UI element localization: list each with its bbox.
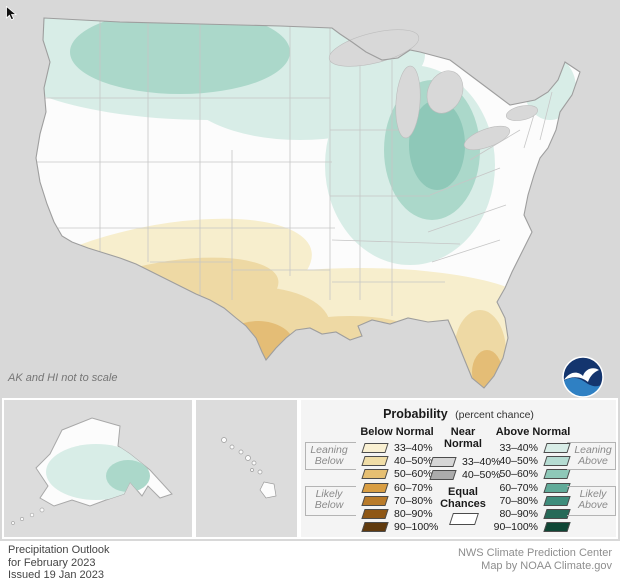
legend-leaning-below-label: Leaning Below — [310, 444, 348, 467]
legend-row-label: 33–40% — [462, 455, 501, 468]
legend-row-label: 90–100% — [493, 521, 538, 534]
legend-header-near-normal: Near Normal — [444, 426, 482, 450]
footer-issued-date: Issued 19 Jan 2023 — [8, 569, 105, 581]
legend-row-label: 33–40% — [499, 441, 538, 454]
legend-swatch — [429, 456, 457, 467]
legend-equal-chances-swatch — [449, 513, 479, 525]
footer-source: NWS Climate Prediction Center — [457, 547, 612, 559]
legend-row: 33–40% — [493, 441, 571, 454]
alaska-map — [11, 417, 173, 525]
legend-row-label: 60–70% — [394, 481, 433, 494]
legend-swatch — [361, 482, 389, 493]
legend-row-label: 90–100% — [394, 521, 439, 534]
legend-header-above-normal: Above Normal — [495, 426, 571, 438]
aleutian-islands — [11, 507, 45, 525]
legend-bracket — [567, 442, 616, 470]
legend-swatch — [543, 469, 571, 480]
legend-row: 40–50% — [493, 454, 571, 467]
us-outline — [35, 17, 581, 389]
legend-row: 70–80% — [361, 494, 438, 507]
legend-row-label: 70–80% — [499, 494, 538, 507]
alaska-inset — [2, 398, 194, 539]
legend-swatch — [361, 455, 389, 466]
legend-row-label: 50–60% — [499, 468, 538, 481]
legend-row: 60–70% — [493, 481, 571, 494]
legend-row-label: 33–40% — [394, 441, 433, 454]
hawaii-map — [221, 437, 277, 499]
footer-left-text: Precipitation Outlook for February 2023 … — [8, 544, 110, 582]
legend-swatch — [361, 509, 389, 520]
great-lakes — [328, 29, 539, 151]
legend-row-label: 80–90% — [394, 508, 433, 521]
legend-row: 60–70% — [361, 481, 438, 494]
above-normal-core-region — [409, 100, 465, 190]
legend-row: 40–50% — [429, 468, 501, 481]
legend-row: 50–60% — [493, 468, 571, 481]
legend-swatch — [543, 522, 571, 533]
map-note: AK and HI not to scale — [8, 372, 118, 384]
legend-row-label: 60–70% — [499, 481, 538, 494]
us-precipitation-map — [35, 17, 581, 389]
legend-row-label: 80–90% — [499, 508, 538, 521]
legend-swatch — [361, 522, 389, 533]
legend-row: 33–40% — [361, 441, 438, 454]
legend-title: Probability (percent chance) — [301, 405, 616, 423]
hawaii-inset — [194, 398, 299, 539]
legend-row: 33–40% — [429, 455, 501, 468]
footer-credit: Map by NOAA Climate.gov — [481, 559, 612, 572]
legend-below-normal-rows: 33–40% 40–50% 50–60% 60–70% 70–80% 80–90… — [361, 441, 439, 534]
hawaiian-islands — [221, 437, 277, 499]
legend-row-label: 50–60% — [394, 468, 433, 481]
legend-bracket — [567, 486, 616, 516]
legend-bracket — [305, 442, 356, 470]
mouse-cursor-icon — [6, 6, 17, 21]
legend-row-label: 40–50% — [499, 454, 538, 467]
legend-above-normal-rows: 33–40% 40–50% 50–60% 60–70% 70–80% 80–90… — [493, 441, 571, 534]
legend-row: 90–100% — [493, 521, 571, 534]
legend-row-label: 70–80% — [394, 494, 433, 507]
legend-row: 90–100% — [361, 521, 439, 534]
footer-period: for February 2023 — [8, 556, 96, 569]
legend-panel: Probability (percent chance) Below Norma… — [299, 398, 618, 539]
legend-likely-above-label: Likely Above — [578, 488, 608, 511]
legend-row: 80–90% — [361, 507, 438, 521]
legend-row: 40–50% — [361, 454, 438, 467]
legend-row-label: 40–50% — [394, 454, 433, 467]
legend-header-below-normal: Below Normal — [360, 426, 434, 438]
legend-row: 50–60% — [361, 468, 438, 481]
legend-leaning-above-label: Leaning Above — [574, 444, 612, 467]
legend-row: 80–90% — [493, 507, 571, 521]
legend-equal-chances-label: Equal Chances — [440, 486, 486, 510]
legend-swatch — [361, 469, 389, 480]
state-borders — [36, 20, 553, 316]
legend-title-text: Probability — [383, 407, 448, 421]
legend-row: 70–80% — [493, 494, 571, 507]
footer: Precipitation Outlook for February 2023 … — [0, 541, 620, 585]
footer-title: Precipitation Outlook — [8, 544, 110, 556]
legend-swatch — [361, 442, 389, 453]
footer-right-text: NWS Climate Prediction Center Map by NOA… — [458, 547, 612, 572]
legend-row-label: 40–50% — [462, 468, 501, 481]
noaa-logo-icon — [562, 356, 604, 398]
legend-near-normal-rows: 33–40% 40–50% — [429, 455, 501, 482]
legend-swatch — [429, 469, 457, 480]
legend-title-suffix: (percent chance) — [455, 409, 534, 421]
legend-likely-below-label: Likely Below — [314, 488, 344, 511]
legend-swatch — [361, 495, 389, 506]
legend-bracket — [305, 486, 356, 516]
map-area: AK and HI not to scale — [0, 0, 620, 541]
